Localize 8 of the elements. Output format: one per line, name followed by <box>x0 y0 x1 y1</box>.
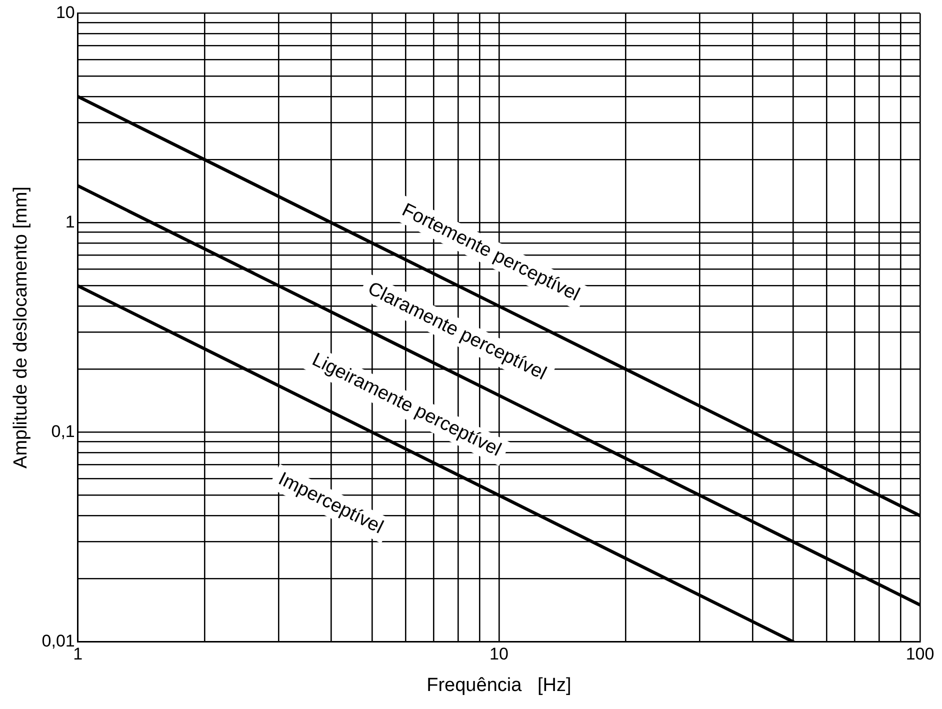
y-axis-title: Amplitude de deslocamento [mm] <box>10 186 32 468</box>
x-axis-title: Frequência [Hz] <box>426 674 572 696</box>
x-tick-label: 10 <box>489 644 508 664</box>
x-tick-label: 100 <box>906 644 934 664</box>
y-tick-label: 10 <box>56 2 75 22</box>
y-tick-label: 1 <box>65 212 75 232</box>
y-tick-label: 0,1 <box>51 422 75 441</box>
y-tick-label: 0,01 <box>42 631 75 650</box>
